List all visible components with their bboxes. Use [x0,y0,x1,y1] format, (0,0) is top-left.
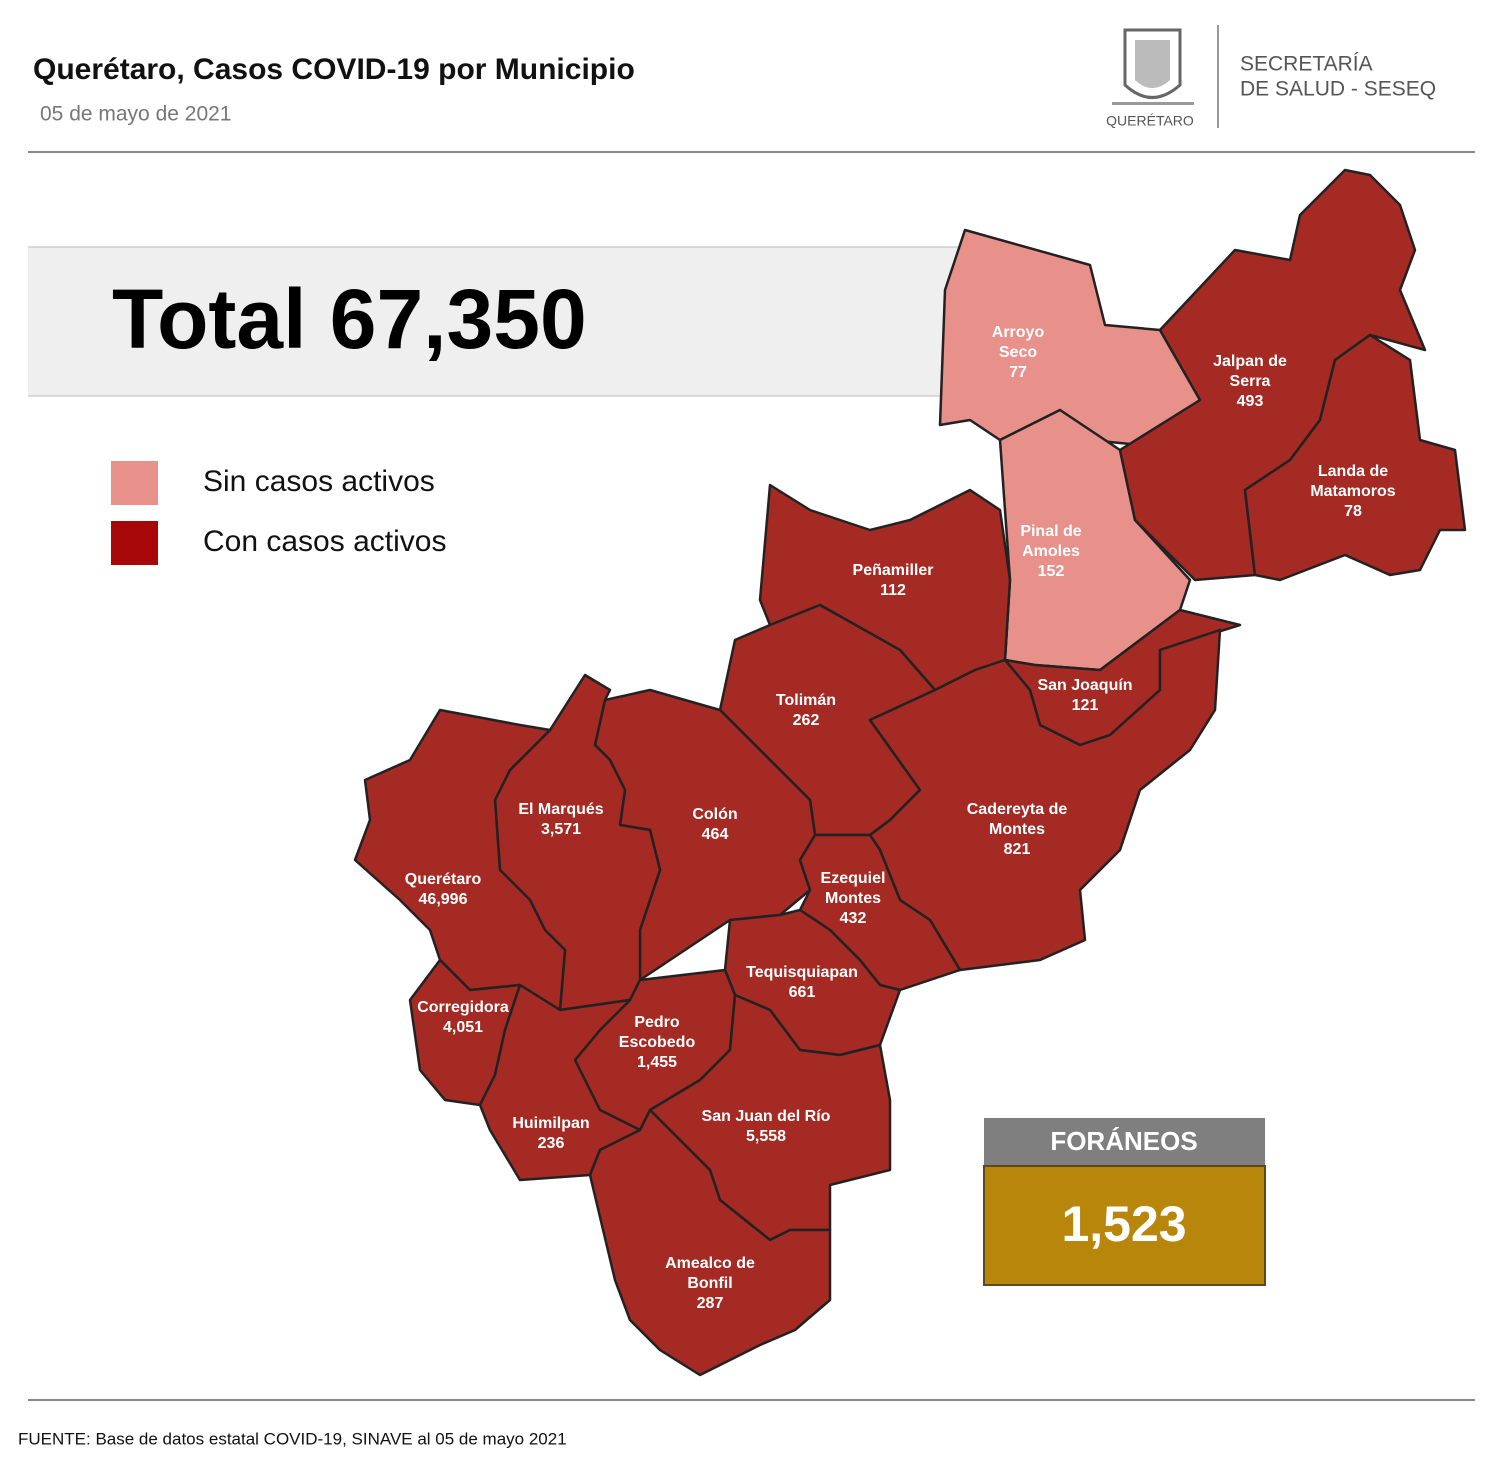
municipality-name: Pedro [634,1014,680,1031]
municipality-name: Corregidora [417,999,509,1016]
municipality-cases: 432 [840,910,867,927]
municipality-name: Tequisquiapan [746,964,858,981]
footer: FUENTE: Base de datos estatal COVID-19, … [18,1429,567,1448]
municipality-name: Querétaro [405,871,482,888]
logo-text: QUERÉTARO [1106,113,1194,129]
total-band [28,247,958,396]
municipality-name: Landa de [1318,463,1388,480]
municipality-cases: 464 [702,826,729,843]
legend-label: Con casos activos [203,525,446,558]
municipality-name: San Juan del Río [702,1108,831,1125]
title: Querétaro, Casos COVID-19 por Municipio [33,53,635,86]
municipality-cases: 77 [1009,364,1027,381]
municipality-name: El Marqués [518,801,603,818]
municipality-name: Bonfil [687,1275,732,1292]
map: Arroyo Seco 77 Pinal de Amoles 152 Jalpan de Se… [353,168,1467,1377]
municipality-name: Escobedo [619,1034,696,1051]
municipality [938,228,1202,447]
municipality-name: Seco [999,344,1037,361]
municipality-cases: 1,455 [637,1054,677,1071]
municipality-cases: 112 [880,582,906,599]
legend-label: Sin casos activos [203,465,435,498]
municipality-cases: 287 [697,1295,724,1312]
municipality-name: Pinal de [1020,523,1081,540]
foraneos-header [984,1118,1265,1166]
municipality-name: Colón [692,806,737,823]
municipality-name: Cadereyta de [967,801,1068,818]
municipality-cases: 661 [789,984,816,1001]
municipality-cases: 121 [1072,697,1099,714]
municipality-name: Montes [989,821,1045,838]
municipality-name: Huimilpan [512,1115,589,1132]
agency-line: DE SALUD - SESEQ [1240,78,1436,101]
municipality [588,1108,832,1377]
municipality-name: Tolimán [776,692,836,709]
legend-swatch [111,521,158,565]
municipality-name: Jalpan de [1213,353,1287,370]
municipality-cases: 262 [793,712,820,729]
municipality-name: Amealco de [665,1255,755,1272]
agency-line: SECRETARÍA [1240,53,1373,76]
municipality-name: Amoles [1022,543,1080,560]
state-logo [1112,28,1194,105]
municipality [1243,333,1467,582]
municipality-cases: 152 [1038,563,1065,580]
municipality-cases: 46,996 [419,891,468,908]
municipality-cases: 78 [1344,503,1362,520]
municipality-name: Matamoros [1310,483,1395,500]
municipality-cases: 4,051 [443,1019,483,1036]
municipality-cases: 236 [538,1135,565,1152]
legend-swatch [111,461,158,505]
municipality-cases: 5,558 [746,1128,786,1145]
municipality-cases: 3,571 [541,821,581,838]
municipality-name: Arroyo [992,324,1045,341]
date: 05 de mayo de 2021 [40,103,231,126]
municipality-name: Ezequiel [821,870,886,887]
municipality-name: Serra [1230,373,1271,390]
total: Total 67,350 [112,272,587,366]
municipality-cases: 821 [1004,841,1031,858]
foraneos-label: FORÁNEOS [1050,1126,1197,1156]
foraneos-value: 1,523 [1061,1196,1186,1252]
foraneos-box [983,1165,1266,1286]
municipality-cases: 493 [1237,393,1264,410]
municipality-name: San Joaquín [1037,677,1132,694]
municipality-name: Montes [825,890,881,907]
municipality-name: Peñamiller [853,562,934,579]
